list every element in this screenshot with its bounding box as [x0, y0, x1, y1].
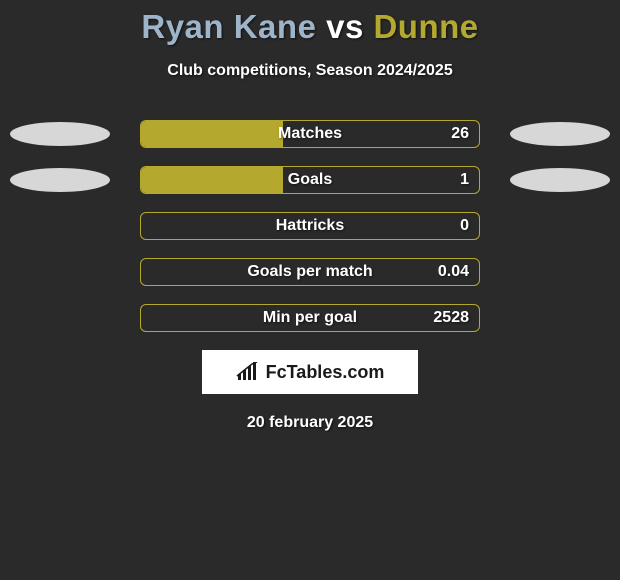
date-label: 20 february 2025 [247, 414, 373, 432]
left-ellipse [10, 168, 110, 192]
stat-label: Goals [141, 167, 479, 193]
subtitle: Club competitions, Season 2024/2025 [167, 62, 452, 80]
stat-label: Goals per match [141, 259, 479, 285]
bar-track: Goals1 [140, 166, 480, 194]
stat-value: 0.04 [438, 259, 469, 285]
stat-row: Min per goal2528 [0, 304, 620, 332]
title-part: Ryan Kane [141, 8, 316, 45]
bar-track: Min per goal2528 [140, 304, 480, 332]
stat-rows: Matches26 Goals1 Hattricks0 Goals per match… [0, 120, 620, 332]
bar-chart-icon [236, 362, 260, 382]
bar-track: Goals per match0.04 [140, 258, 480, 286]
left-ellipse [10, 122, 110, 146]
stat-row: Goals1 [0, 166, 620, 194]
stat-row: Matches26 [0, 120, 620, 148]
page-title: Ryan Kane vs Dunne [141, 8, 478, 46]
right-ellipse [510, 122, 610, 146]
stat-value: 1 [460, 167, 469, 193]
title-part: Dunne [373, 8, 478, 45]
right-ellipse [510, 168, 610, 192]
stat-value: 0 [460, 213, 469, 239]
stat-row: Hattricks0 [0, 212, 620, 240]
bar-track: Hattricks0 [140, 212, 480, 240]
infographic-container: Ryan Kane vs Dunne Club competitions, Se… [0, 0, 620, 432]
stat-value: 26 [451, 121, 469, 147]
logo-text: FcTables.com [266, 362, 385, 383]
stat-row: Goals per match0.04 [0, 258, 620, 286]
stat-label: Matches [141, 121, 479, 147]
bar-track: Matches26 [140, 120, 480, 148]
stat-label: Min per goal [141, 305, 479, 331]
logo-box: FcTables.com [202, 350, 418, 394]
title-part: vs [316, 8, 373, 45]
stat-value: 2528 [433, 305, 469, 331]
stat-label: Hattricks [141, 213, 479, 239]
